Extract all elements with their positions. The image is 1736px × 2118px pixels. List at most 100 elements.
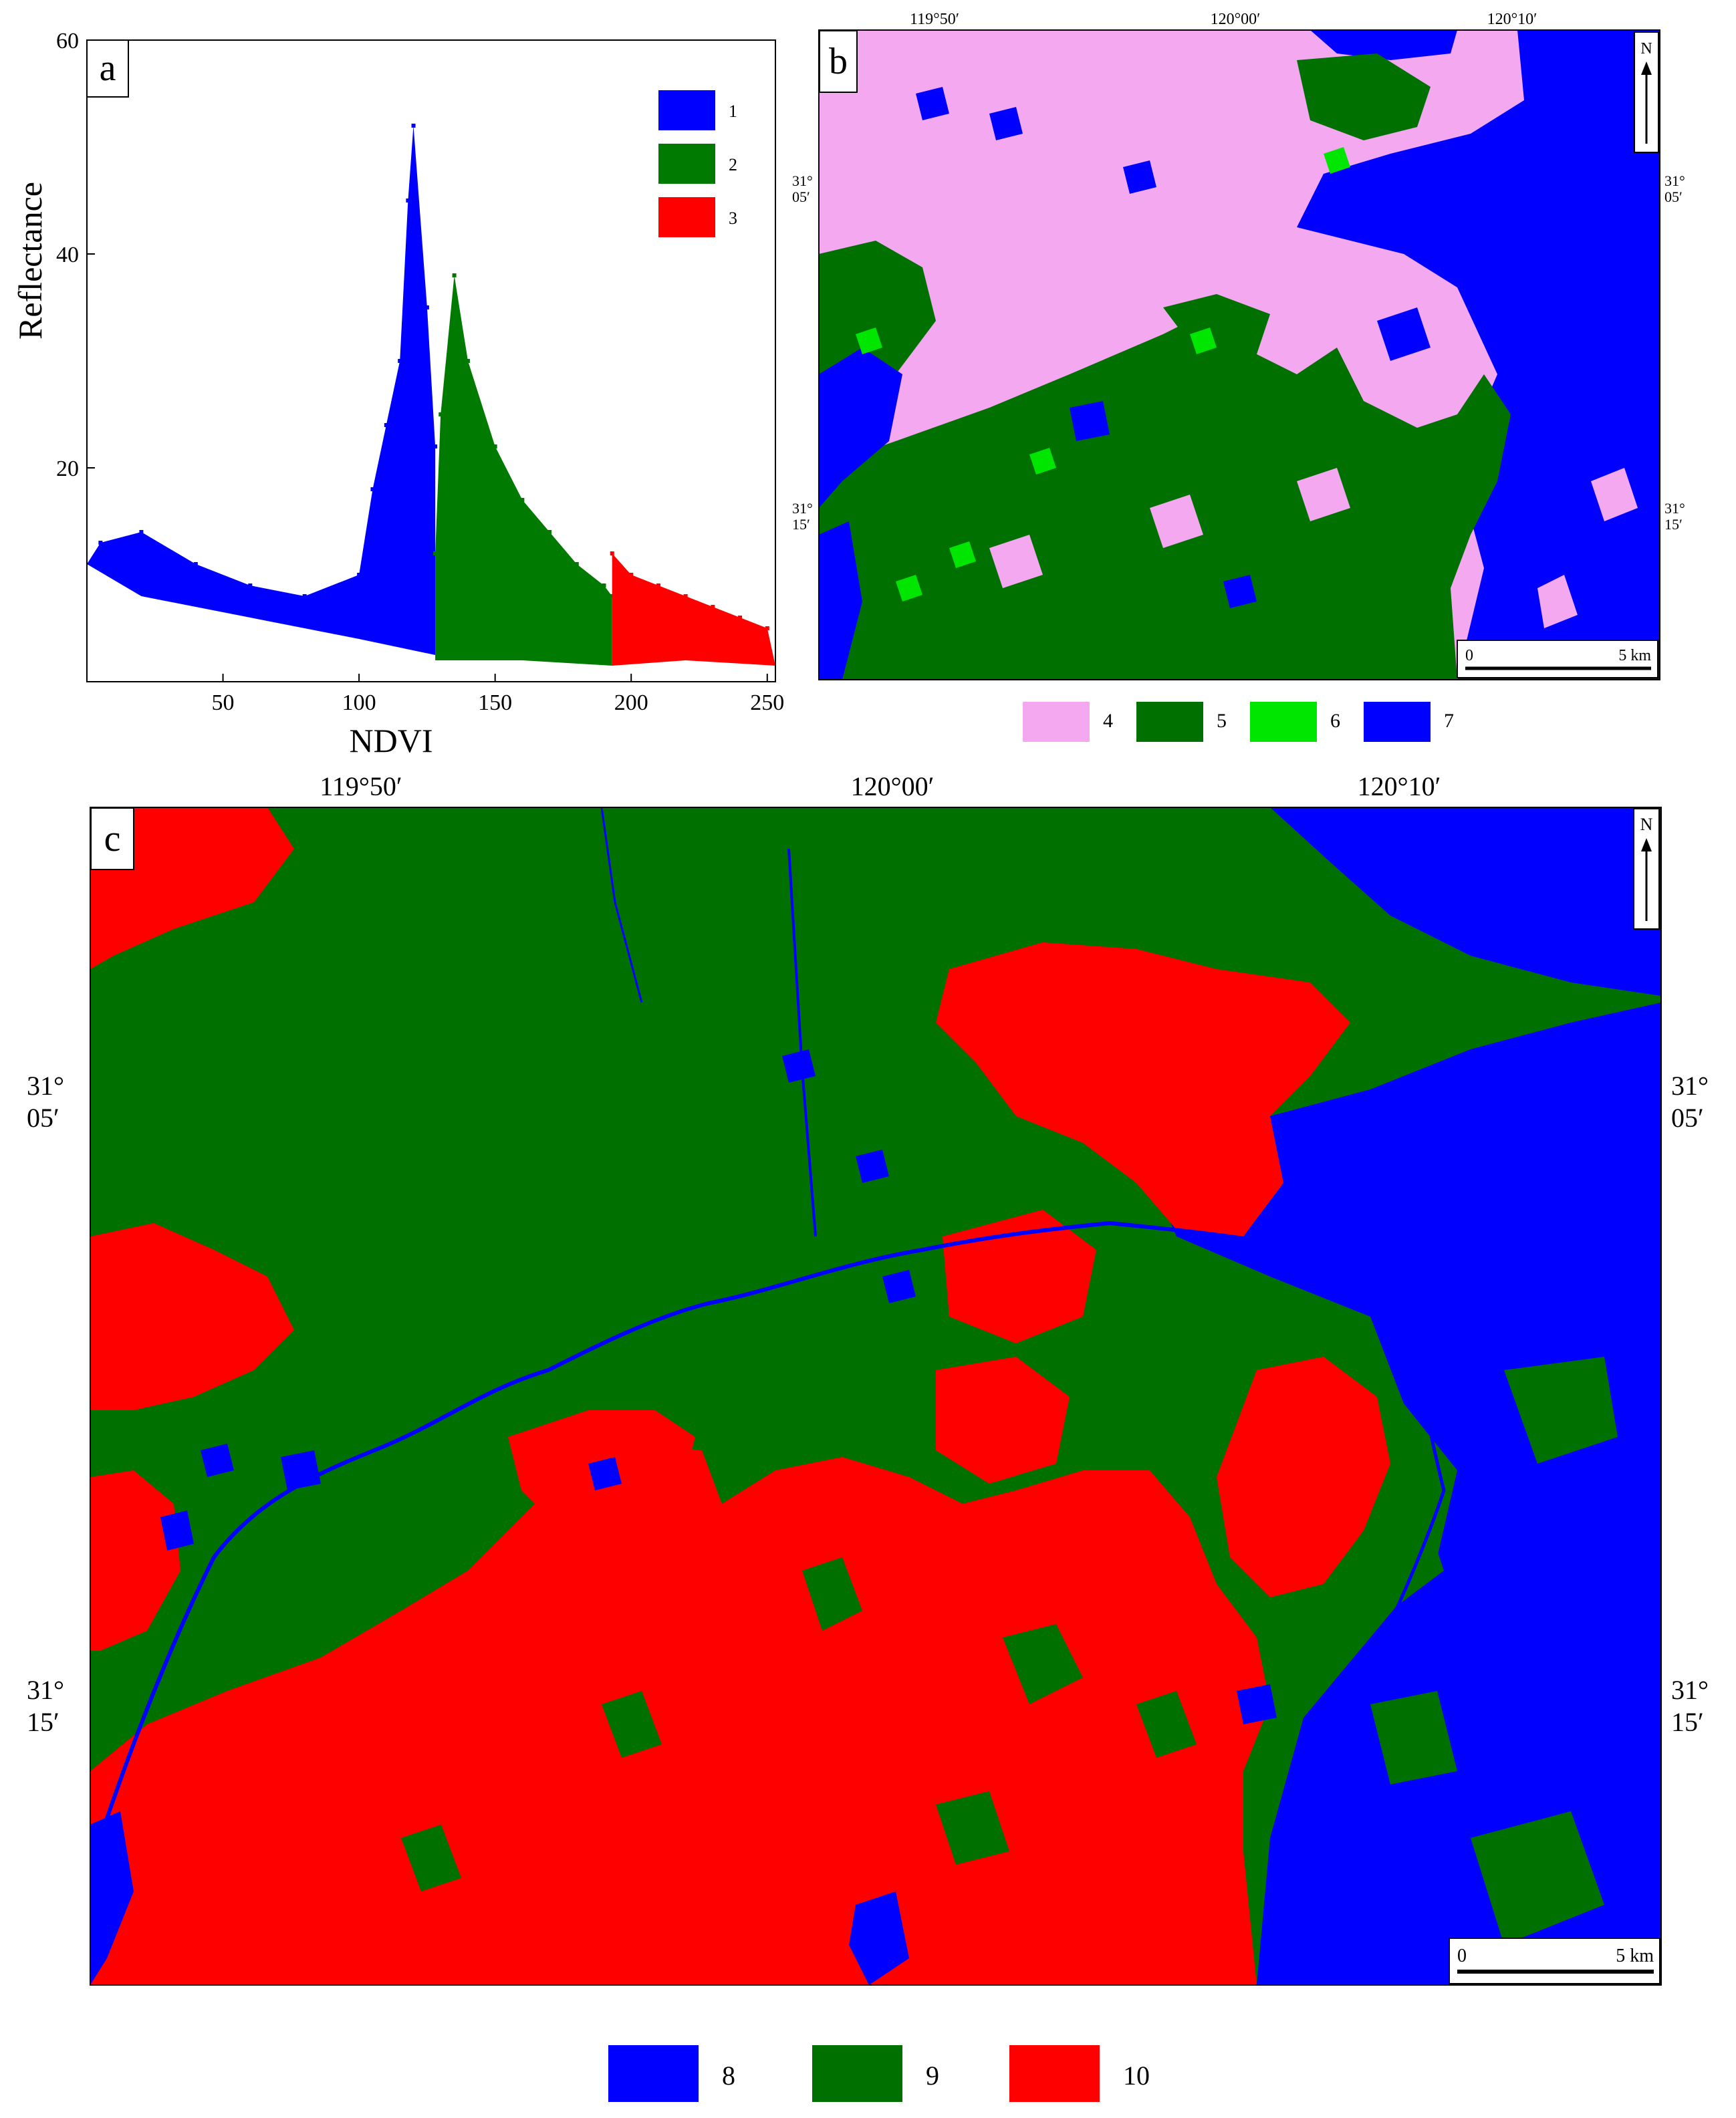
- legend-b-swatch-4: [1023, 702, 1090, 742]
- y-tick-label: 40: [56, 243, 79, 267]
- c-scale-end: 5 km: [1616, 1946, 1654, 1966]
- c-lat-left-1b: 05′: [27, 1103, 59, 1133]
- scale-bar: 0 5 km: [1457, 640, 1658, 678]
- b-scale-end: 5 km: [1618, 647, 1651, 664]
- panel-a: 50 100 150 200 250 20 40 60 NDVI Reflectance 1 2 3 a: [0, 0, 802, 759]
- series-2-point: [465, 359, 470, 363]
- scatter-chart: 50 100 150 200 250 20 40 60 NDVI Reflectance 1 2 3 a: [11, 29, 784, 759]
- x-tick-label: 100: [342, 690, 376, 715]
- c-lat-right-2a: 31°: [1671, 1675, 1709, 1705]
- legend-c-label-8: 8: [722, 2061, 735, 2091]
- series-3-point: [765, 626, 769, 630]
- legend-c-swatch-10: [1009, 2045, 1100, 2102]
- series-2-point: [520, 498, 525, 502]
- series-3-point: [629, 573, 634, 577]
- legend-label-2: 2: [729, 155, 737, 174]
- c-lat-right-1a: 31°: [1671, 1071, 1709, 1101]
- legend-c: 8 9 10: [608, 2045, 1210, 2105]
- series-1-point: [424, 305, 429, 309]
- legend-c-swatch-9: [812, 2045, 902, 2102]
- series-1-point: [248, 583, 253, 587]
- b-lat-right-2b: 15′: [1664, 516, 1683, 533]
- series-1-point: [411, 124, 416, 128]
- legend-b-label-5: 5: [1217, 710, 1227, 732]
- b-lon-label-3: 120°10′: [1487, 11, 1537, 28]
- x-tick-label: 250: [750, 690, 784, 715]
- c-lon-label-3: 120°10′: [1358, 771, 1441, 801]
- legend-c-label-10: 10: [1123, 2061, 1150, 2091]
- land-cover-map-c: [90, 807, 1661, 1985]
- panel-a-letter-box: [86, 39, 129, 98]
- b-lon-label-2: 120°00′: [1211, 11, 1261, 28]
- legend-swatch-3: [658, 197, 715, 237]
- series-3-cloud: [612, 553, 775, 666]
- legend-label-3: 3: [729, 209, 737, 228]
- x-axis-label: NDVI: [350, 722, 433, 755]
- c-lat-right-1b: 05′: [1671, 1103, 1704, 1133]
- b-scale-start: 0: [1465, 647, 1473, 664]
- series-3-point: [711, 605, 715, 609]
- legend-swatch-2: [658, 144, 715, 184]
- x-tick-label: 50: [212, 690, 235, 715]
- panel-b-letter: b: [819, 30, 858, 93]
- legend-c-swatch-8: [608, 2045, 699, 2102]
- series-3-point: [610, 551, 614, 555]
- series-1-point: [398, 359, 402, 363]
- b-north-label: N: [1640, 40, 1652, 57]
- series-3-point: [738, 616, 743, 620]
- series-1-point: [357, 573, 362, 577]
- legend-c-label-9: 9: [926, 2061, 939, 2091]
- c-north-label: N: [1640, 815, 1653, 834]
- series-1-point: [98, 541, 103, 545]
- series-3-point: [683, 594, 688, 598]
- b-lon-label-1: 119°50′: [910, 11, 959, 28]
- y-tick-label: 60: [56, 29, 79, 53]
- x-tick-label: 150: [478, 690, 512, 715]
- legend-b-label-4: 4: [1103, 710, 1113, 732]
- c-lon-label-2: 120°00′: [851, 771, 935, 801]
- scale-bar: 0 5 km: [1449, 1938, 1660, 1984]
- y-tick-label: 20: [56, 456, 79, 481]
- series-2-point: [547, 530, 552, 534]
- legend-b-label-7: 7: [1444, 710, 1454, 732]
- series-1-point: [302, 594, 307, 598]
- legend-swatch-1: [658, 90, 715, 130]
- series-2-cloud: [435, 275, 612, 666]
- b-lat-left-2b: 15′: [792, 516, 810, 533]
- north-arrow-icon: N: [1633, 808, 1660, 930]
- series-1-point: [370, 487, 375, 491]
- series-2-point: [602, 583, 606, 587]
- c-lat-right-2b: 15′: [1671, 1707, 1704, 1737]
- series-2-point: [493, 444, 497, 448]
- panel-c-svg: 119°50′ 120°00′ 120°10′ 31° 05′ 31° 15′ …: [27, 771, 1709, 1986]
- legend-label-1: 1: [729, 102, 737, 121]
- series-2-point: [574, 562, 579, 566]
- legend-b-swatch-5: [1136, 702, 1203, 742]
- b-lat-left-2a: 31°: [792, 500, 813, 517]
- legend-b-swatch-7: [1364, 702, 1431, 742]
- x-tick-label: 200: [614, 690, 648, 715]
- c-scale-start: 0: [1457, 1946, 1467, 1966]
- series-1-point: [384, 423, 388, 427]
- y-axis-label: Reflectance: [11, 182, 49, 340]
- panel-b: 119°50′ 120°00′ 120°10′ 31° 05′ 31° 15′ …: [789, 0, 1736, 755]
- legend-b-label-6: 6: [1330, 710, 1340, 732]
- series-2-point: [452, 273, 457, 277]
- series-2-point: [439, 412, 443, 416]
- series-1-point: [139, 530, 144, 534]
- legend-b: 4 5 6 7: [1023, 695, 1491, 749]
- b-lat-right-1b: 05′: [1664, 188, 1683, 205]
- series-1-point: [433, 444, 438, 448]
- series-1-point: [193, 562, 198, 566]
- b-lat-right-1a: 31°: [1664, 172, 1685, 189]
- legend-b-swatch-6: [1250, 702, 1317, 742]
- plot-frame: [86, 39, 776, 682]
- series-2-point: [433, 551, 438, 555]
- b-lat-left-1a: 31°: [792, 172, 813, 189]
- b-lat-right-2a: 31°: [1664, 500, 1685, 517]
- series-1-point: [406, 198, 410, 203]
- c-lat-left-2b: 15′: [27, 1707, 59, 1737]
- b-lat-left-1b: 05′: [792, 188, 810, 205]
- panel-b-svg: 119°50′ 120°00′ 120°10′ 31° 05′ 31° 15′ …: [792, 11, 1685, 680]
- land-cover-map-b: [819, 30, 1660, 680]
